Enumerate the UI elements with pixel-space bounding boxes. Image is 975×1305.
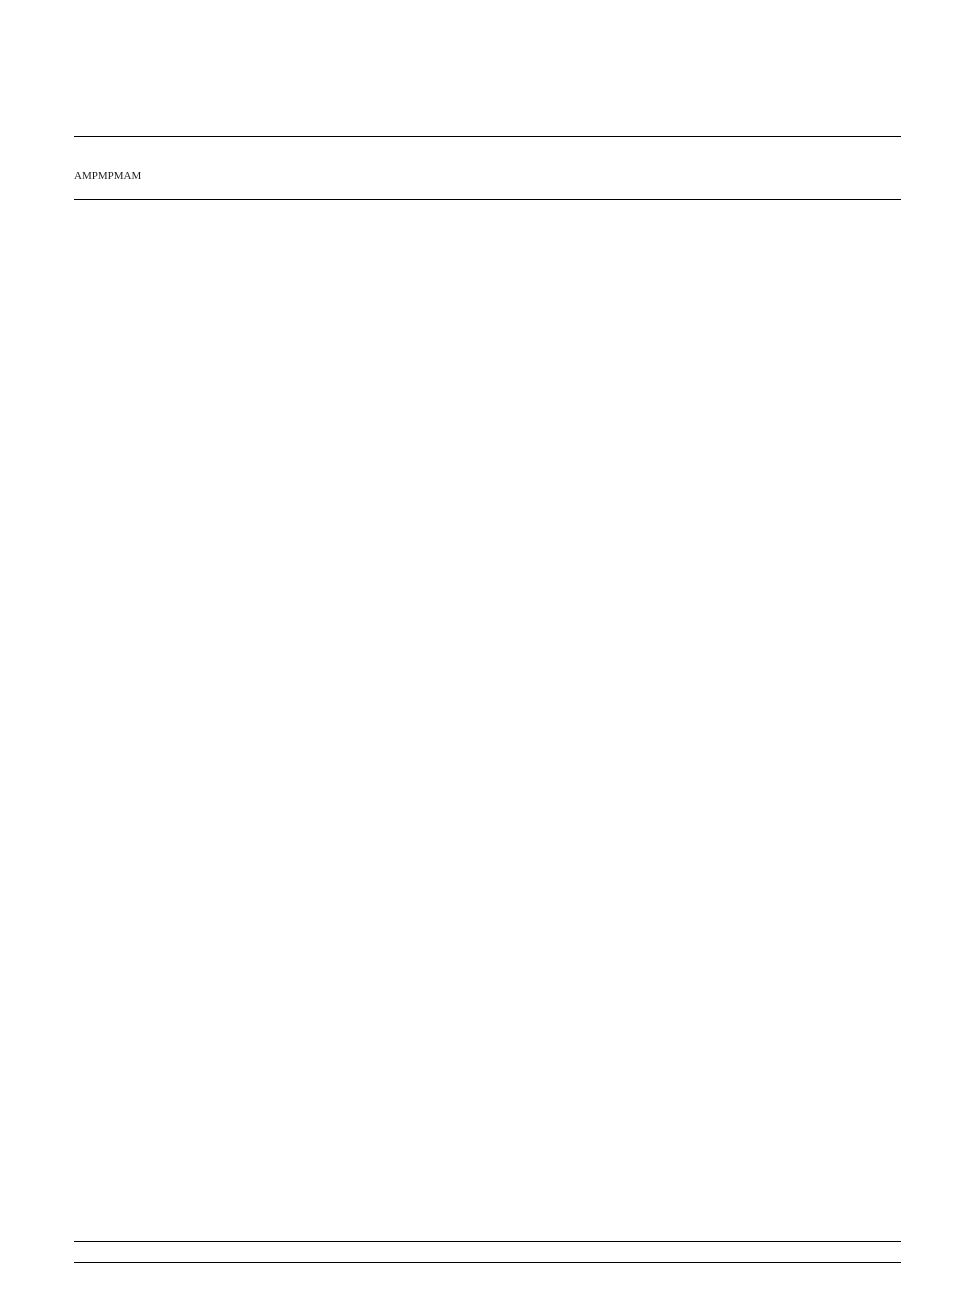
divider-rule — [74, 1241, 901, 1242]
divider-rule — [74, 1262, 901, 1263]
abstract: ampmpmam — [74, 155, 901, 185]
dropcap — [74, 220, 79, 223]
abstract-methods: ampmpmam — [74, 165, 475, 185]
footnotes-block — [74, 1241, 901, 1269]
divider-rule — [74, 199, 901, 200]
journal-page: ampmpmam — [0, 0, 975, 1305]
small-caps-am: am — [74, 166, 92, 183]
body-text — [74, 220, 901, 222]
divider-rule — [74, 136, 901, 137]
small-caps-pm: pm — [92, 166, 108, 183]
article-title — [74, 72, 901, 110]
small-caps-am: am — [124, 166, 142, 183]
small-caps-pm: pm — [108, 166, 124, 183]
